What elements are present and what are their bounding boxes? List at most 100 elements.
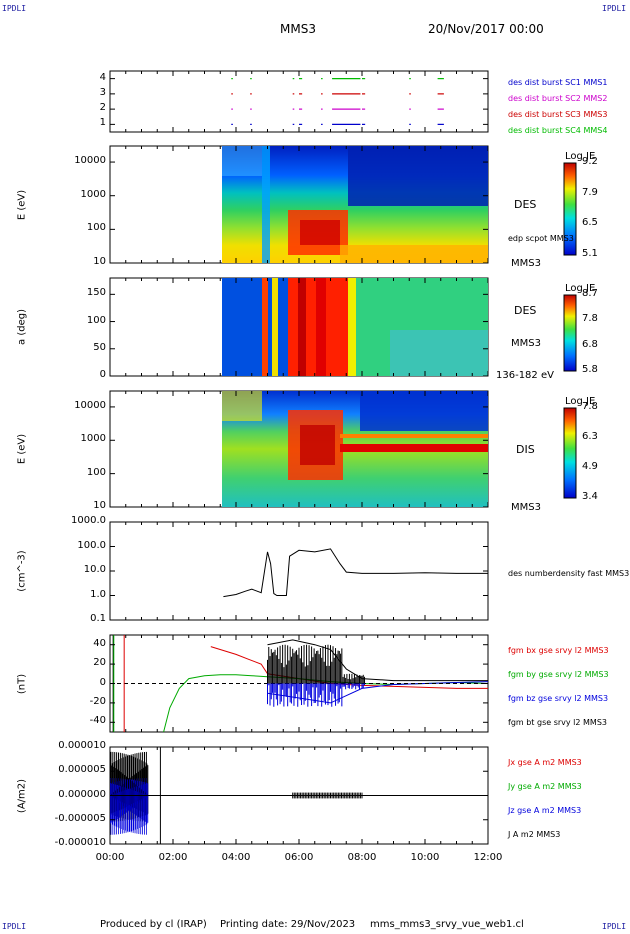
footer-plot-name: mms_mms3_srvy_vue_web1.cl	[370, 919, 524, 930]
datetime-title: 20/Nov/2017 00:00	[428, 22, 544, 36]
density-ytick-label: 0.1	[90, 613, 106, 624]
footer-produced-by: Produced by cl (IRAP)	[100, 919, 207, 930]
magnetic-field-plot	[110, 635, 489, 733]
dis-energy-colorbar-title: Log JE	[565, 396, 596, 407]
des_energy-colorbar-tick: 7.9	[582, 186, 598, 198]
burst-ytick-label: 2	[99, 102, 106, 114]
des_energy-colorbar-tick: 6.5	[582, 217, 598, 229]
des_pitch-colorbar-tick: 8.7	[582, 288, 598, 299]
dis-energy-side-label: DIS	[516, 443, 535, 456]
des-energy-sc-label: MMS3	[511, 258, 541, 269]
dis_energy-ytick-label: 10000	[74, 399, 106, 411]
density-legend-entry: des numberdensity fast MMS3	[508, 569, 630, 578]
dis_energy-colorbar-tick: 7.8	[582, 401, 598, 412]
des_energy-ytick-label: 1000	[80, 188, 106, 200]
fgm-ytick-label: 20	[93, 657, 106, 669]
panel-frame-0	[109, 70, 489, 133]
fgm-legend-entry: fgm bz gse srvy l2 MMS3	[508, 694, 609, 703]
current-ytick-label: -0.000005	[54, 812, 106, 824]
des_energy-colorbar-tick: 9.2	[582, 156, 598, 167]
current-ytick-label: -0.000010	[54, 837, 106, 848]
fgm-ytick-label: 40	[93, 637, 106, 649]
corner-label-bottom-right: IPDLI	[602, 922, 627, 931]
des_pitch-ytick-label: 150	[86, 287, 106, 299]
corner-label-top-right: IPDLI	[602, 4, 627, 13]
current-ylabel: (A/m2)	[16, 778, 28, 813]
time-tick-label: 10:00	[410, 852, 440, 863]
density-ytick-label: 1000.0	[71, 515, 106, 526]
time-tick-label: 12:00	[473, 852, 503, 863]
des-pitch-colorbar-title: Log JE	[565, 283, 596, 294]
dis-energy-spectrogram	[222, 391, 488, 507]
fgm-ylabel: (nT)	[16, 673, 28, 694]
des-pitch-side-label: DES	[514, 304, 537, 317]
density-series-0	[223, 548, 488, 598]
time-tick-label: 08:00	[347, 852, 377, 863]
burst-panel	[231, 78, 444, 125]
des_energy-ytick-label: 100	[86, 222, 106, 234]
colorbars	[563, 162, 577, 499]
dis-energy-colorbar	[563, 407, 577, 499]
des_pitch-ytick-label: 50	[93, 341, 106, 353]
fgm-legend-entry: fgm bt gse srvy l2 MMS3	[508, 718, 607, 727]
fgm-ytick-label: -40	[89, 715, 106, 727]
current-density-plot	[109, 747, 488, 844]
des_pitch-ytick-label: 0	[99, 369, 106, 380]
des_energy-ylabel: E (eV)	[16, 189, 28, 220]
dis_energy-ytick-label: 10	[93, 500, 106, 511]
des_pitch-colorbar-tick: 7.8	[582, 313, 598, 325]
des-pitch-colorbar	[563, 294, 577, 372]
des-energy-colorbar	[563, 162, 577, 256]
dis-energy-sc-label: MMS3	[511, 502, 541, 513]
dis_energy-colorbar-tick: 3.4	[582, 491, 598, 502]
dis_energy-colorbar-tick: 4.9	[582, 461, 598, 472]
dis_energy-ytick-label: 100	[86, 466, 106, 478]
current-legend-entry: Jx gse A m2 MMS3	[508, 758, 582, 767]
dis_energy-colorbar-tick: 6.3	[582, 431, 598, 442]
current-ytick-label: 0.000010	[58, 740, 106, 751]
time-tick-label: 04:00	[221, 852, 251, 863]
time-tick-label: 06:00	[284, 852, 314, 863]
current-legend-entry: Jy gse A m2 MMS3	[508, 782, 582, 791]
density-ytick-label: 1.0	[90, 588, 106, 600]
fgm-ytick-label: 0	[99, 676, 106, 688]
current-ytick-label: 0.000005	[58, 764, 106, 776]
time-tick-label: 02:00	[158, 852, 188, 863]
axes	[109, 71, 489, 845]
spacecraft-title: MMS3	[280, 22, 316, 36]
fgm-series-3	[267, 639, 488, 682]
time-tick-label: 00:00	[95, 852, 125, 863]
panel-frame-4	[109, 521, 489, 621]
density-ylabel: (cm^-3)	[16, 550, 28, 592]
des-energy-side-label: DES	[514, 198, 537, 211]
burst-legend-entry: des dist burst SC1 MMS1	[508, 78, 608, 87]
burst-ytick-label: 3	[99, 86, 106, 98]
corner-label-top-left: IPDLI	[2, 4, 27, 13]
current-legend-entry: J A m2 MMS3	[508, 830, 561, 839]
burst-legend-entry: des dist burst SC4 MMS4	[508, 126, 608, 135]
burst-ytick-label: 4	[99, 71, 106, 83]
des_pitch-ylabel: a (deg)	[16, 309, 28, 345]
burst-ytick-label: 1	[99, 117, 106, 129]
footer-printing-date: Printing date: 29/Nov/2023	[220, 919, 356, 930]
des_pitch-colorbar-tick: 6.8	[582, 338, 598, 350]
density-ytick-label: 10.0	[83, 564, 106, 575]
des_energy-colorbar-tick: 5.1	[582, 248, 598, 259]
des-pitch-spectrogram	[222, 278, 488, 376]
dis_energy-ylabel: E (eV)	[16, 433, 28, 465]
des_energy-ytick-label: 10	[93, 256, 106, 267]
des_pitch-colorbar-tick: 5.8	[582, 364, 598, 375]
dis_energy-ytick-label: 1000	[80, 433, 106, 445]
corner-label-bottom-left: IPDLI	[2, 922, 27, 931]
burst-legend-entry: des dist burst SC3 MMS3	[508, 110, 608, 119]
des-energy-overlay-label: edp scpot MMS3	[508, 234, 574, 243]
des-pitch-sc-label: MMS3	[511, 338, 541, 349]
fgm-legend-entry: fgm by gse srvy l2 MMS3	[508, 670, 609, 679]
des_pitch-ytick-label: 100	[86, 314, 106, 326]
current-ytick-label: 0.000000	[58, 788, 106, 800]
fgm-ytick-label: -20	[89, 695, 106, 707]
fgm-legend-entry: fgm bx gse srvy l2 MMS3	[508, 646, 609, 655]
density-plot	[223, 548, 488, 598]
des-pitch-energy-band: 136-182 eV	[496, 370, 554, 381]
